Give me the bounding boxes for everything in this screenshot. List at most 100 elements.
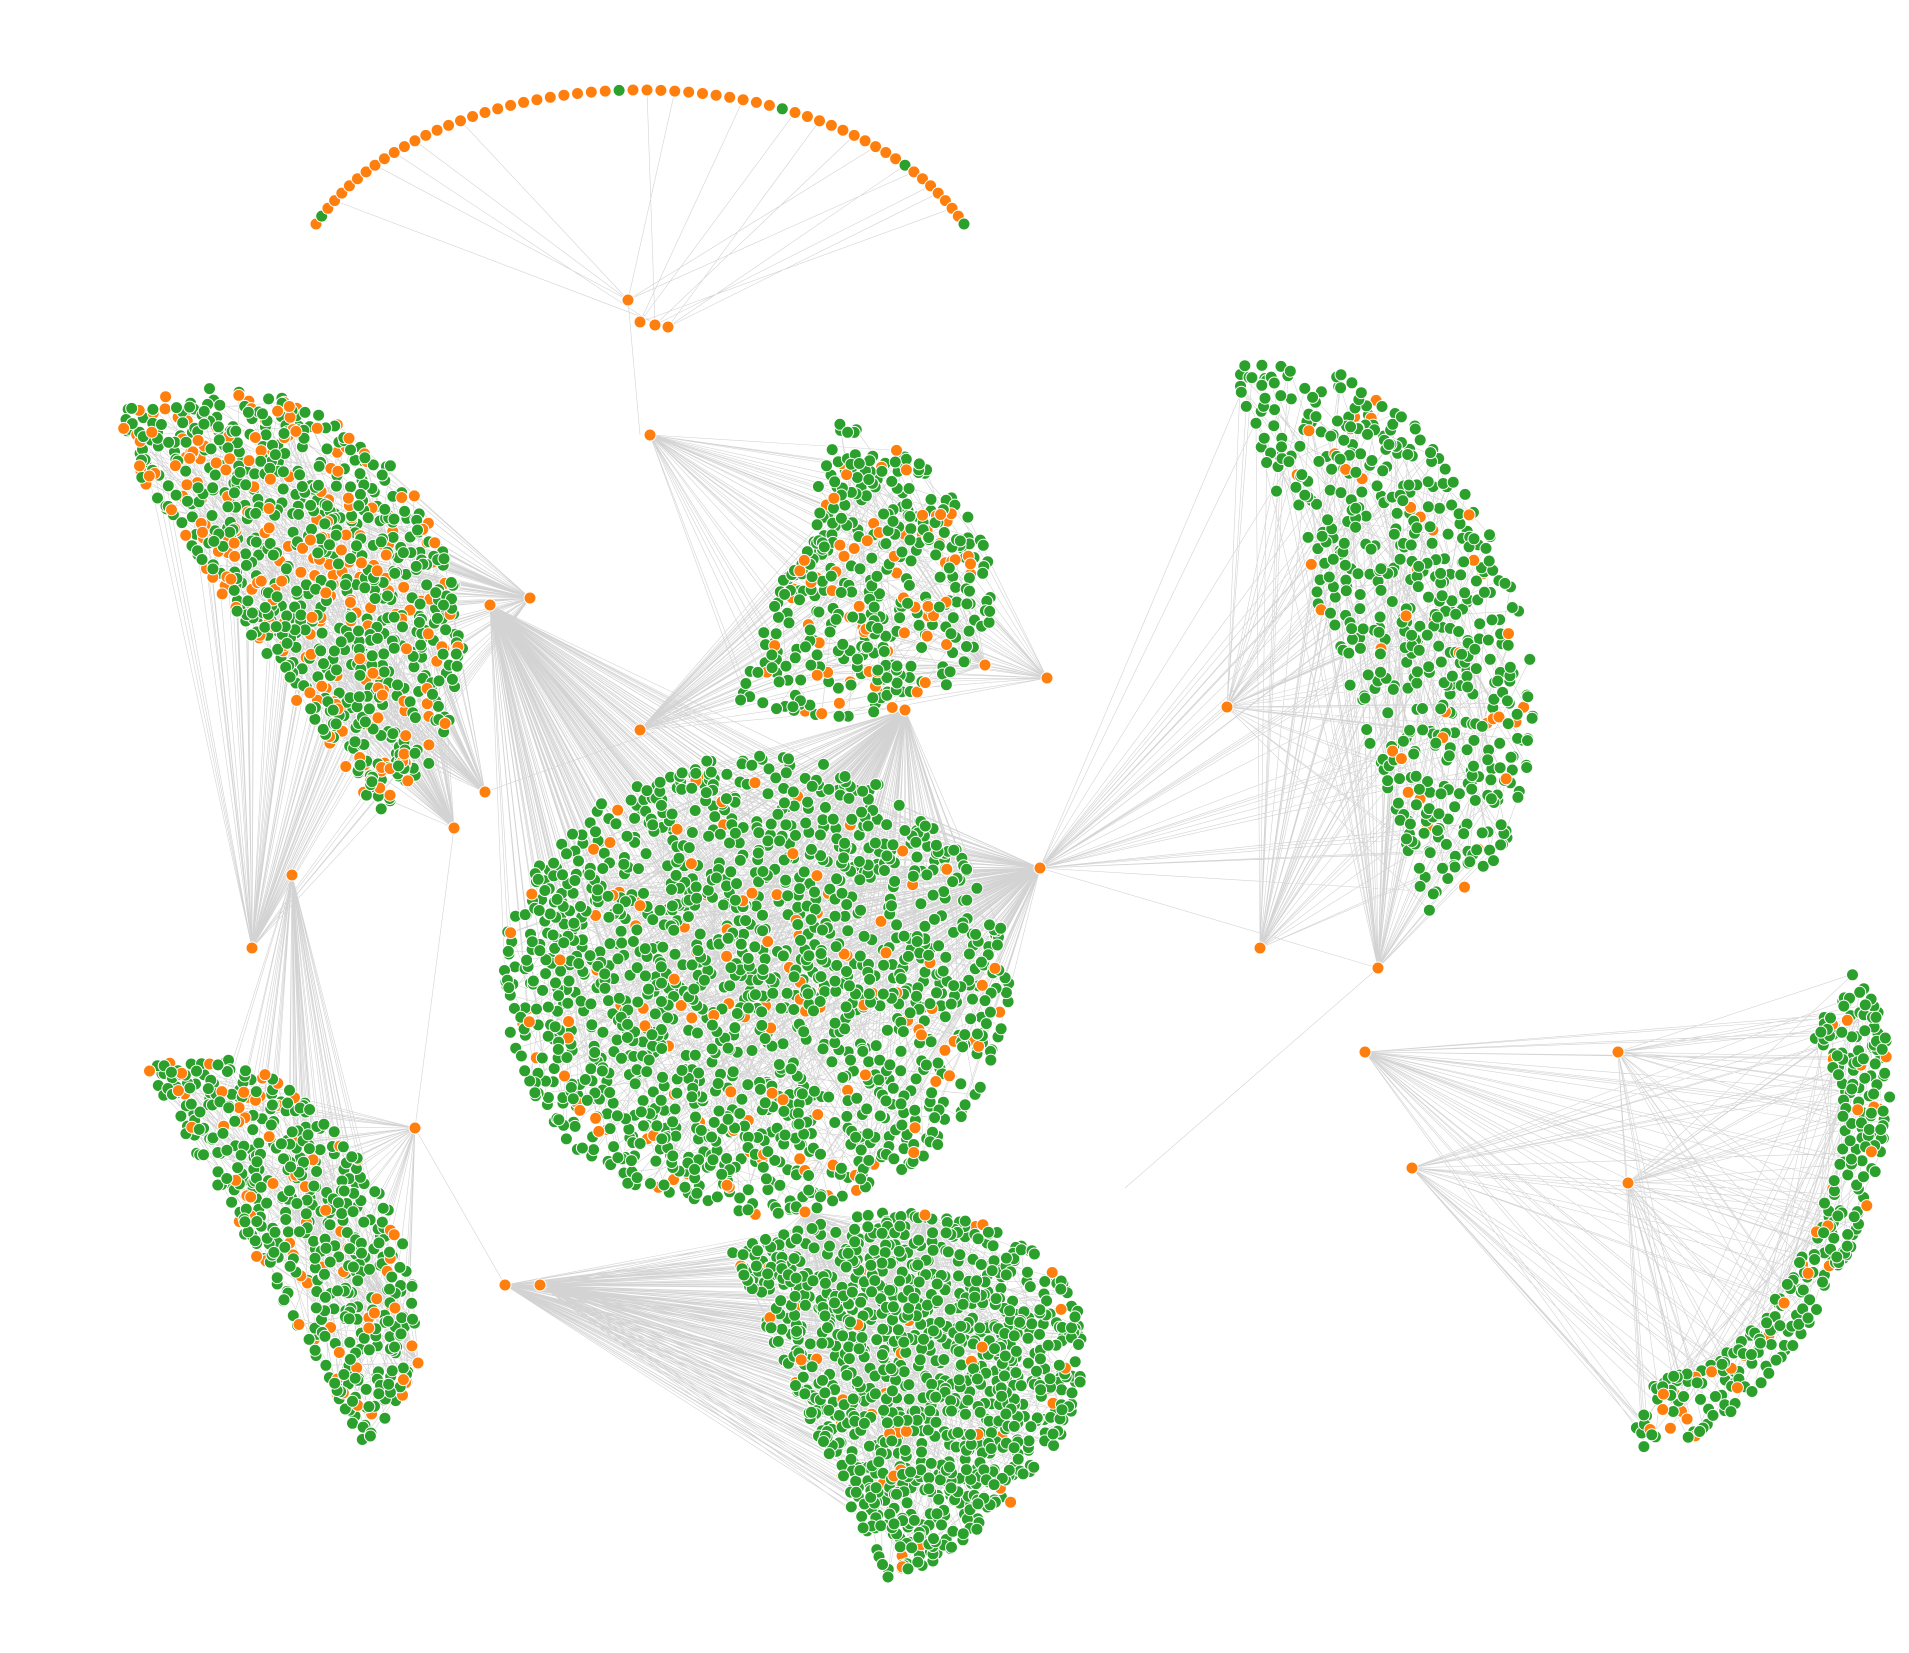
- graph-node: [771, 807, 785, 821]
- graph-node: [387, 641, 401, 655]
- graph-node: [837, 851, 851, 865]
- graph-node: [353, 652, 367, 666]
- graph-node: [902, 1392, 916, 1406]
- graph-node: [331, 1284, 344, 1298]
- graph-node: [633, 899, 647, 913]
- graph-node: [249, 506, 263, 520]
- graph-node: [1343, 678, 1357, 692]
- graph-node: [1344, 420, 1358, 434]
- graph-node: [283, 1184, 296, 1198]
- graph-node: [793, 593, 806, 607]
- graph-node: [1234, 385, 1248, 399]
- graph-node: [1353, 602, 1367, 616]
- graph-node: [885, 1384, 899, 1398]
- graph-node: [953, 1248, 967, 1262]
- graph-node: [571, 87, 584, 100]
- graph-node: [709, 871, 723, 885]
- graph-node: [165, 503, 178, 517]
- graph-node: [886, 838, 900, 852]
- graph-node: [1473, 617, 1487, 631]
- graph-node: [694, 1123, 708, 1137]
- graph-node: [362, 702, 376, 716]
- graph-node: [522, 1015, 536, 1029]
- graph-node: [908, 1103, 922, 1117]
- graph-node: [824, 569, 838, 583]
- graph-node: [827, 491, 841, 505]
- graph-node: [224, 572, 238, 586]
- graph-node: [689, 1110, 702, 1124]
- graph-node: [192, 1122, 206, 1136]
- graph-node: [241, 594, 255, 608]
- graph-node: [596, 1025, 610, 1039]
- graph-node: [562, 974, 576, 988]
- graph-node: [1309, 410, 1323, 424]
- graph-node: [337, 1368, 351, 1381]
- graph-node: [196, 525, 209, 539]
- graph-node: [869, 140, 883, 154]
- graph-node: [329, 717, 343, 731]
- graph-node: [391, 678, 404, 692]
- graph-node: [736, 93, 750, 107]
- graph-node: [290, 693, 304, 707]
- graph-node: [930, 1507, 944, 1521]
- graph-node: [1334, 368, 1348, 382]
- graph-node: [733, 1107, 747, 1120]
- graph-node: [1458, 586, 1472, 600]
- graph-node: [687, 982, 701, 996]
- graph-node: [867, 1243, 881, 1257]
- graph-node: [879, 1094, 893, 1108]
- graph-node: [640, 83, 654, 97]
- graph-node: [850, 471, 864, 484]
- graph-node: [1462, 508, 1476, 522]
- graph-node: [409, 559, 423, 573]
- graph-node: [961, 510, 975, 524]
- graph-node: [1038, 1275, 1052, 1288]
- graph-node: [1457, 827, 1471, 841]
- graph-node: [840, 965, 853, 978]
- graph-node: [794, 933, 807, 947]
- graph-node: [444, 576, 458, 589]
- graph-node: [837, 549, 851, 563]
- graph-node: [420, 578, 434, 592]
- graph-node: [551, 1042, 565, 1056]
- graph-node: [1021, 1265, 1034, 1279]
- graph-node: [826, 1194, 840, 1208]
- graph-node: [533, 944, 547, 958]
- graph-node: [741, 1203, 755, 1217]
- graph-node: [203, 382, 216, 396]
- graph-node: [359, 165, 373, 179]
- graph-node: [1448, 800, 1462, 814]
- graph-node: [344, 480, 357, 494]
- graph-node: [1245, 371, 1259, 385]
- graph-node: [352, 690, 366, 704]
- graph-node: [598, 84, 612, 98]
- hub-node: [285, 868, 299, 882]
- graph-node: [1324, 429, 1338, 443]
- graph-node: [723, 90, 737, 104]
- graph-node: [343, 595, 357, 609]
- graph-node: [779, 818, 793, 832]
- graph-node: [884, 1362, 898, 1376]
- graph-node: [541, 1000, 555, 1014]
- graph-node: [688, 1162, 702, 1176]
- graph-node: [841, 924, 855, 938]
- graph-node: [1333, 452, 1347, 466]
- graph-node: [336, 1140, 350, 1154]
- graph-node: [518, 1064, 532, 1078]
- graph-node: [814, 947, 828, 960]
- graph-node: [603, 1122, 617, 1136]
- graph-node: [770, 888, 784, 902]
- graph-node: [849, 1130, 863, 1144]
- graph-node: [724, 865, 738, 879]
- graph-node: [888, 874, 902, 888]
- graph-node: [857, 929, 871, 943]
- graph-node: [945, 1540, 958, 1554]
- graph-node: [611, 952, 625, 966]
- graph-node: [930, 986, 943, 1000]
- graph-node: [854, 1143, 868, 1157]
- graph-node: [810, 648, 824, 662]
- graph-node: [213, 398, 227, 412]
- graph-node: [1351, 567, 1365, 581]
- graph-node: [988, 961, 1002, 975]
- graph-node: [1009, 1344, 1023, 1358]
